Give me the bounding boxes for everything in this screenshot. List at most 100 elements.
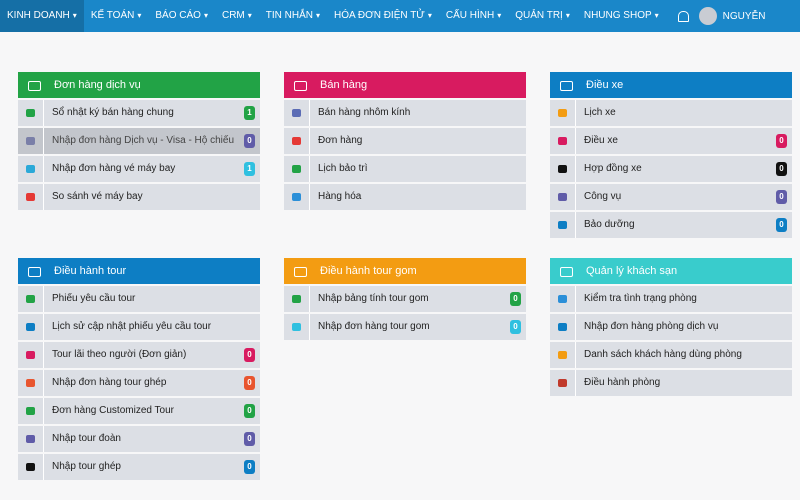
count-badge: 0 (510, 292, 521, 306)
menu-icon (558, 221, 567, 229)
menu-icon (558, 295, 567, 303)
menu-item[interactable]: Phiếu yêu cầu tour (18, 286, 260, 312)
count-badge: 0 (776, 134, 787, 148)
panel: Điều hành tour gom Nhập bảng tính tour go… (284, 258, 526, 340)
menu-item[interactable]: Lịch sử cập nhật phiếu yêu cầu tour (18, 314, 260, 340)
nav-menu[interactable]: TIN NHẮN (259, 0, 327, 32)
nav-menu[interactable]: KẾ TOÁN (84, 0, 149, 32)
menu-label: Nhập tour ghép (52, 461, 121, 472)
menu-item[interactable]: Hàng hóa (284, 184, 526, 210)
menu-icon (26, 137, 35, 145)
panel-header: Quản lý khách sạn (550, 258, 792, 284)
menu-item[interactable]: Sổ nhật ký bán hàng chung 1 (18, 100, 260, 126)
menu-label: Đơn hàng Customized Tour (52, 405, 174, 416)
menu-label: Điều hành phòng (584, 377, 661, 388)
nav-menu[interactable]: KINH DOANH (0, 0, 84, 32)
menu-label: Hợp đồng xe (584, 163, 642, 174)
menu-item[interactable]: Lịch bảo trì (284, 156, 526, 182)
menu-icon (26, 165, 35, 173)
menu-label: Bán hàng nhôm kính (318, 107, 411, 118)
menu-item[interactable]: Nhập đơn hàng tour gom 0 (284, 314, 526, 340)
menu-label: Công vụ (584, 191, 622, 202)
menu-icon (558, 323, 567, 331)
menu-label: Kiểm tra tình trạng phòng (584, 293, 697, 304)
panel-header: Điều hành tour gom (284, 258, 526, 284)
user-avatar[interactable] (698, 7, 717, 25)
count-badge: 0 (244, 460, 255, 474)
nav-menu[interactable]: CRM (215, 0, 259, 32)
menu-icon (292, 323, 301, 331)
menu-icon (26, 351, 35, 359)
panel: Điều xe Lịch xe Điều xe 0 Hợp đồng xe 0 Công v… (550, 72, 792, 238)
menu-item[interactable]: Nhập đơn hàng phòng dịch vụ (550, 314, 792, 340)
menu-item[interactable]: So sánh vé máy bay (18, 184, 260, 210)
panel: Quản lý khách sạn Kiểm tra tình trạng phò… (550, 258, 792, 396)
count-badge: 0 (776, 218, 787, 232)
menu-item[interactable]: Bán hàng nhôm kính (284, 100, 526, 126)
menu-icon (292, 193, 301, 201)
menu-item[interactable]: Nhập đơn hàng Dịch vụ - Visa - Hộ chiếu 0 (18, 128, 260, 154)
menu-item[interactable]: Kiểm tra tình trạng phòng (550, 286, 792, 312)
nav-bar: KINH DOANHKẾ TOÁNBÁO CÁOCRMTIN NHẮNHÓA Đ… (0, 0, 800, 32)
count-badge: 0 (244, 348, 255, 362)
menu-icon (292, 137, 301, 145)
count-badge: 0 (244, 404, 255, 418)
nav-menu[interactable]: CẤU HÌNH (439, 0, 508, 32)
menu-item[interactable]: Công vụ 0 (550, 184, 792, 210)
count-badge: 0 (244, 432, 255, 446)
menu-icon (558, 379, 567, 387)
nav-menu[interactable]: HÓA ĐƠN ĐIỆN TỬ (327, 0, 439, 32)
nav-menu[interactable]: QUẢN TRỊ (508, 0, 577, 32)
count-badge: 0 (776, 190, 787, 204)
nav-menu[interactable]: NHUNG SHOP (577, 0, 666, 32)
count-badge: 0 (244, 134, 255, 148)
menu-item[interactable]: Nhập đơn hàng tour ghép 0 (18, 370, 260, 396)
menu-icon (558, 193, 567, 201)
menu-icon (26, 379, 35, 387)
menu-label: Bảo dưỡng (584, 219, 635, 230)
menu-item[interactable]: Đơn hàng Customized Tour 0 (18, 398, 260, 424)
count-badge: 0 (776, 162, 787, 176)
menu-item[interactable]: Nhập tour đoàn 0 (18, 426, 260, 452)
menu-item[interactable]: Hợp đồng xe 0 (550, 156, 792, 182)
menu-label: Điều xe (584, 135, 618, 146)
menu-icon (26, 435, 35, 443)
count-badge: 1 (244, 162, 255, 176)
menu-item[interactable]: Bảo dưỡng 0 (550, 212, 792, 238)
menu-label: Nhập đơn hàng tour gom (318, 321, 430, 332)
menu-label: Hàng hóa (318, 191, 362, 202)
menu-label: Nhập đơn hàng vé máy bay (52, 163, 176, 174)
menu-icon (558, 351, 567, 359)
menu-label: Lịch bảo trì (318, 163, 368, 174)
menu-icon (26, 463, 35, 471)
menu-icon (26, 295, 35, 303)
menu-label: Phiếu yêu cầu tour (52, 293, 136, 304)
user-name[interactable]: NGUYỄN (722, 10, 766, 22)
panel-header: Đơn hàng dịch vụ (18, 72, 260, 98)
menu-label: Lịch sử cập nhật phiếu yêu cầu tour (52, 321, 212, 332)
menu-icon (558, 137, 567, 145)
menu-item[interactable]: Đơn hàng (284, 128, 526, 154)
menu-item[interactable]: Nhập bảng tính tour gom 0 (284, 286, 526, 312)
menu-item[interactable]: Điều hành phòng (550, 370, 792, 396)
menu-icon (558, 109, 567, 117)
count-badge: 1 (244, 106, 255, 120)
menu-label: Danh sách khách hàng dùng phòng (584, 349, 742, 360)
menu-label: Sổ nhật ký bán hàng chung (52, 107, 174, 118)
panel: Bán hàng Bán hàng nhôm kính Đơn hàng Lịch b… (284, 72, 526, 210)
menu-label: Nhập đơn hàng tour ghép (52, 377, 167, 388)
menu-item[interactable]: Danh sách khách hàng dùng phòng (550, 342, 792, 368)
count-badge: 0 (510, 320, 521, 334)
panel: Điều hành tour Phiếu yêu cầu tour Lịch sử … (18, 258, 260, 480)
menu-item[interactable]: Tour lãi theo người (Đơn giản) 0 (18, 342, 260, 368)
menu-item[interactable]: Điều xe 0 (550, 128, 792, 154)
menu-item[interactable]: Nhập tour ghép 0 (18, 454, 260, 480)
menu-label: Nhập tour đoàn (52, 433, 121, 444)
menu-label: Tour lãi theo người (Đơn giản) (52, 349, 187, 360)
nav-menu[interactable]: BÁO CÁO (148, 0, 215, 32)
menu-label: Lịch xe (584, 107, 616, 118)
menu-item[interactable]: Lịch xe (550, 100, 792, 126)
notification-bell[interactable] (677, 10, 689, 22)
menu-item[interactable]: Nhập đơn hàng vé máy bay 1 (18, 156, 260, 182)
